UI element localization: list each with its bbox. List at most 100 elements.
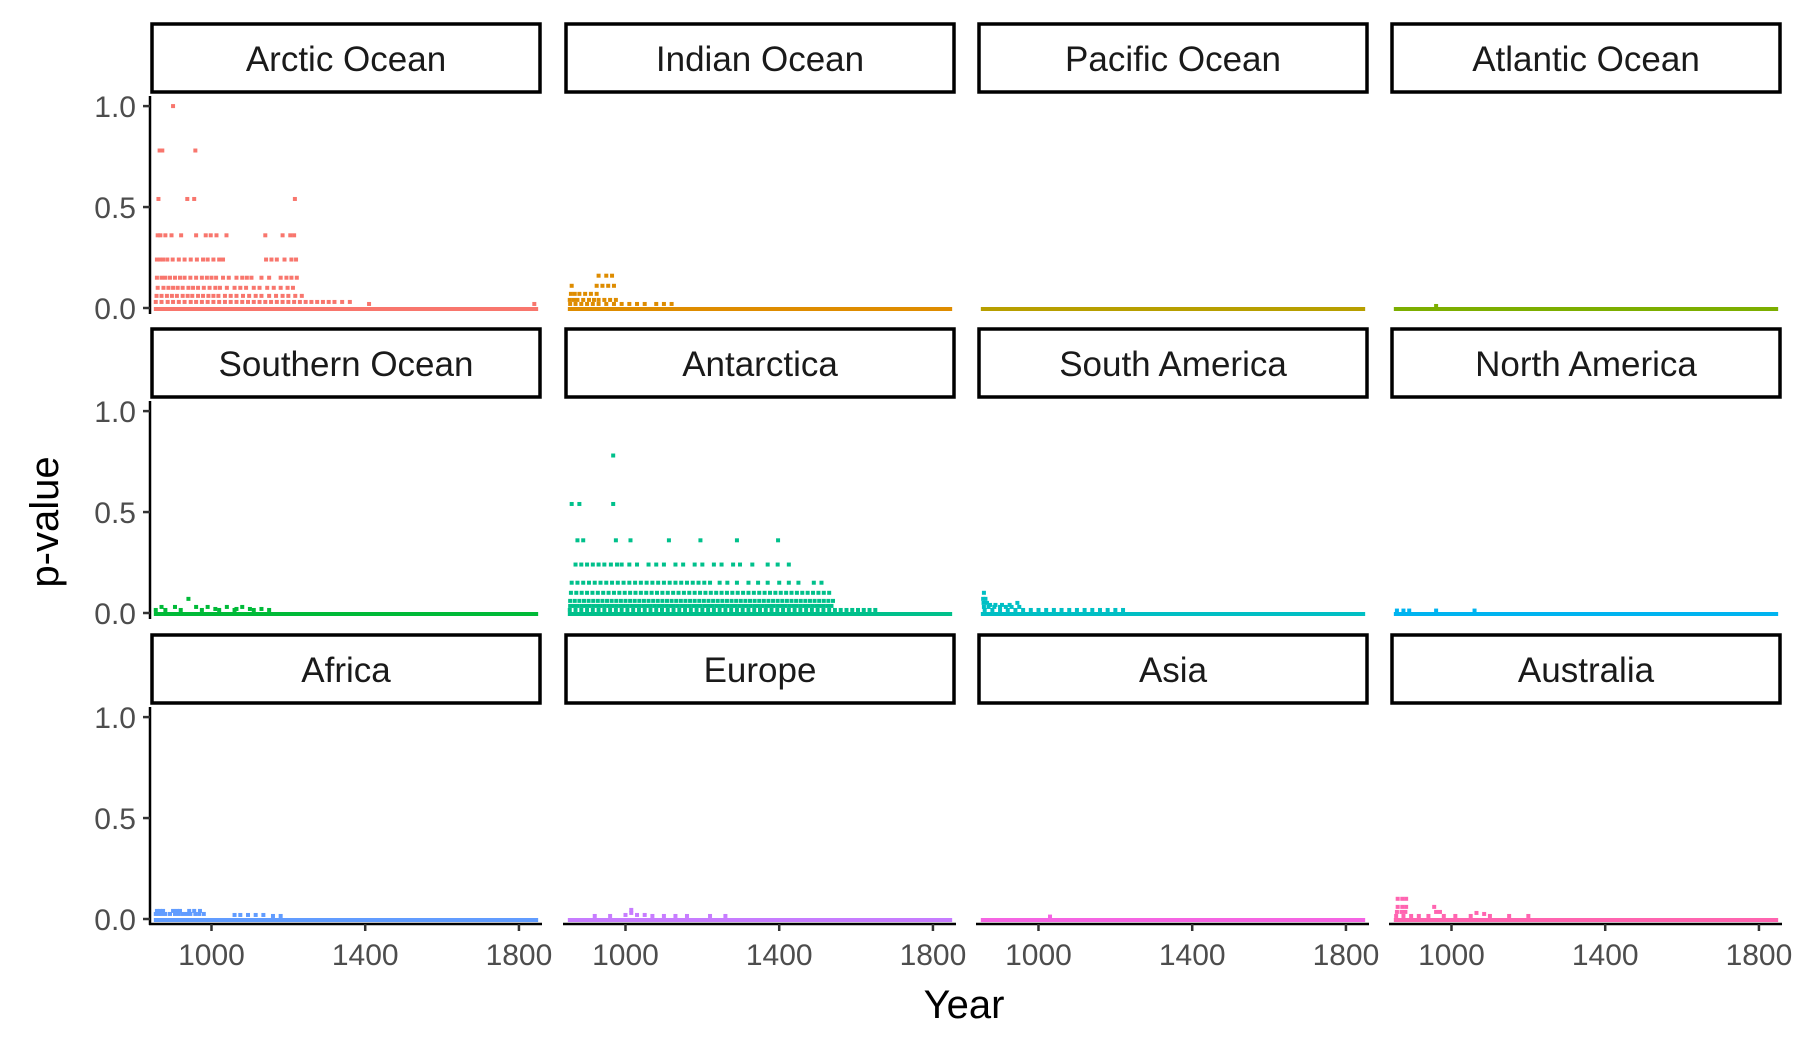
data-point: [746, 590, 751, 595]
data-point: [981, 596, 986, 601]
data-point: [729, 603, 734, 608]
data-point: [188, 257, 193, 262]
data-point: [274, 293, 279, 298]
data-point: [153, 607, 158, 612]
data-point: [775, 607, 780, 612]
data-point: [194, 275, 199, 280]
data-point: [574, 590, 579, 595]
data-point: [806, 603, 811, 608]
data-point: [652, 603, 657, 608]
data-point: [619, 301, 624, 306]
data-point: [683, 598, 688, 603]
data-point: [221, 275, 226, 280]
data-point: [775, 603, 780, 608]
data-point: [998, 604, 1003, 609]
data-point: [179, 233, 184, 238]
data-point: [176, 299, 181, 304]
data-point: [817, 598, 822, 603]
data-point: [156, 911, 161, 916]
data-point: [194, 233, 199, 238]
x-tick-label: 1400: [746, 939, 813, 972]
data-point: [988, 602, 993, 607]
data-point: [176, 911, 181, 916]
data-point: [169, 233, 174, 238]
data-point: [664, 603, 669, 608]
data-point: [708, 913, 713, 918]
data-point: [648, 607, 653, 612]
data-point: [232, 912, 237, 917]
data-point: [192, 908, 197, 913]
data-point: [615, 562, 620, 567]
data-point: [604, 273, 609, 278]
data-point: [752, 598, 757, 603]
data-point: [234, 275, 239, 280]
data-point: [783, 603, 788, 608]
data-point: [734, 538, 739, 543]
data-point: [214, 275, 219, 280]
data-point: [263, 299, 268, 304]
data-point: [664, 598, 669, 603]
strip-label-atlantic-ocean: Atlantic Ocean: [1472, 40, 1700, 79]
data-point: [1401, 608, 1406, 613]
data-point: [642, 607, 647, 612]
data-point: [629, 910, 634, 915]
data-point: [153, 299, 158, 304]
data-point: [171, 299, 176, 304]
data-point: [303, 299, 308, 304]
data-point: [600, 283, 605, 288]
data-point: [193, 148, 198, 153]
data-point: [575, 580, 580, 585]
data-point: [1468, 913, 1473, 918]
data-point: [161, 908, 166, 913]
data-point: [159, 299, 164, 304]
data-point: [613, 607, 618, 612]
data-point: [714, 603, 719, 608]
data-point: [159, 293, 164, 298]
data-point: [608, 562, 613, 567]
strip-box-antarctica: [564, 327, 956, 399]
data-point: [222, 293, 227, 298]
data-point: [650, 913, 655, 918]
data-point: [1507, 913, 1512, 918]
data-point: [196, 285, 201, 290]
data-point: [1399, 909, 1404, 914]
data-point: [294, 275, 299, 280]
data-point: [568, 598, 573, 603]
data-point: [155, 233, 160, 238]
data-point: [614, 603, 619, 608]
data-point: [606, 603, 611, 608]
data-point: [641, 598, 646, 603]
data-point: [160, 148, 165, 153]
data-point: [729, 607, 734, 612]
data-point: [265, 285, 270, 290]
data-point: [614, 598, 619, 603]
data-point: [606, 283, 611, 288]
data-point: [706, 607, 711, 612]
data-point: [172, 911, 177, 916]
data-point: [315, 299, 320, 304]
data-point: [764, 603, 769, 608]
data-point: [642, 912, 647, 917]
data-point: [654, 562, 659, 567]
data-point: [625, 603, 630, 608]
data-point: [1407, 608, 1412, 613]
data-point: [661, 301, 666, 306]
data-point: [1082, 607, 1087, 612]
strip-box-south-america: [977, 327, 1369, 399]
strip-box-africa: [150, 633, 542, 705]
data-point: [981, 600, 986, 605]
y-tick-label: 0.5: [94, 192, 136, 225]
strip-label-australia: Australia: [1518, 651, 1655, 690]
data-point: [644, 580, 649, 585]
data-point: [669, 598, 674, 603]
data-point: [264, 257, 269, 262]
data-point: [171, 908, 176, 913]
data-point: [775, 598, 780, 603]
data-point: [172, 604, 177, 609]
data-point: [752, 603, 757, 608]
data-point: [180, 911, 185, 916]
data-point: [598, 603, 603, 608]
data-point: [594, 283, 599, 288]
data-point: [1105, 607, 1110, 612]
data-point: [1434, 303, 1439, 308]
